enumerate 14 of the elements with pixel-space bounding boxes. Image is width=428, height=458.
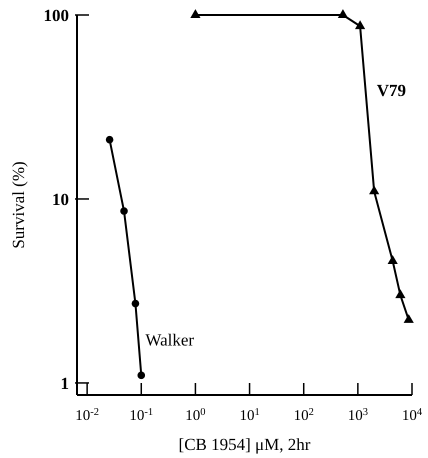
y-tick-label: 1 xyxy=(60,374,69,393)
x-tick-label: 10$^{-2}$ xyxy=(75,406,100,424)
x-tick-label: 10$^{3}$ xyxy=(348,406,368,424)
y-tick-label: 10 xyxy=(52,190,69,209)
y-axis-title: Survival (%) xyxy=(9,161,28,249)
x-tick-label: 10$^{0}$ xyxy=(185,406,206,424)
y-tick-label: 100 xyxy=(44,6,69,25)
series-label: Walker xyxy=(145,330,194,350)
x-axis-title: [CB 1954] μM, 2hr xyxy=(178,435,311,454)
x-tick-label: 10$^{2}$ xyxy=(294,406,314,424)
series-label: V79 xyxy=(376,81,406,100)
x-tick-label: 10$^{1}$ xyxy=(239,406,260,424)
x-tick-label: 10$^{-1}$ xyxy=(129,406,154,424)
x-tick-label: 10$^{4}$ xyxy=(402,406,423,424)
